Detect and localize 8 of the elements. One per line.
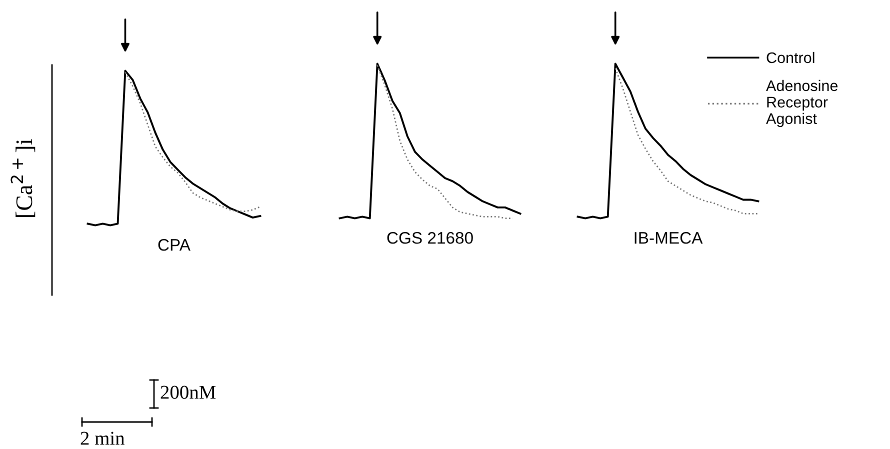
legend-label: Adenosine Receptor Agonist (766, 80, 838, 128)
x-axis-title: CGS 21680 (387, 232, 473, 244)
text: 200nM (160, 386, 216, 399)
x-axis-title: IB-MECA (634, 232, 703, 244)
text: 2 min (80, 432, 125, 445)
legend-label: Control (766, 52, 814, 64)
x-axis-title: CPA (158, 238, 190, 251)
y-axis-title: [Ca$^{2+}$]i (10, 139, 36, 217)
